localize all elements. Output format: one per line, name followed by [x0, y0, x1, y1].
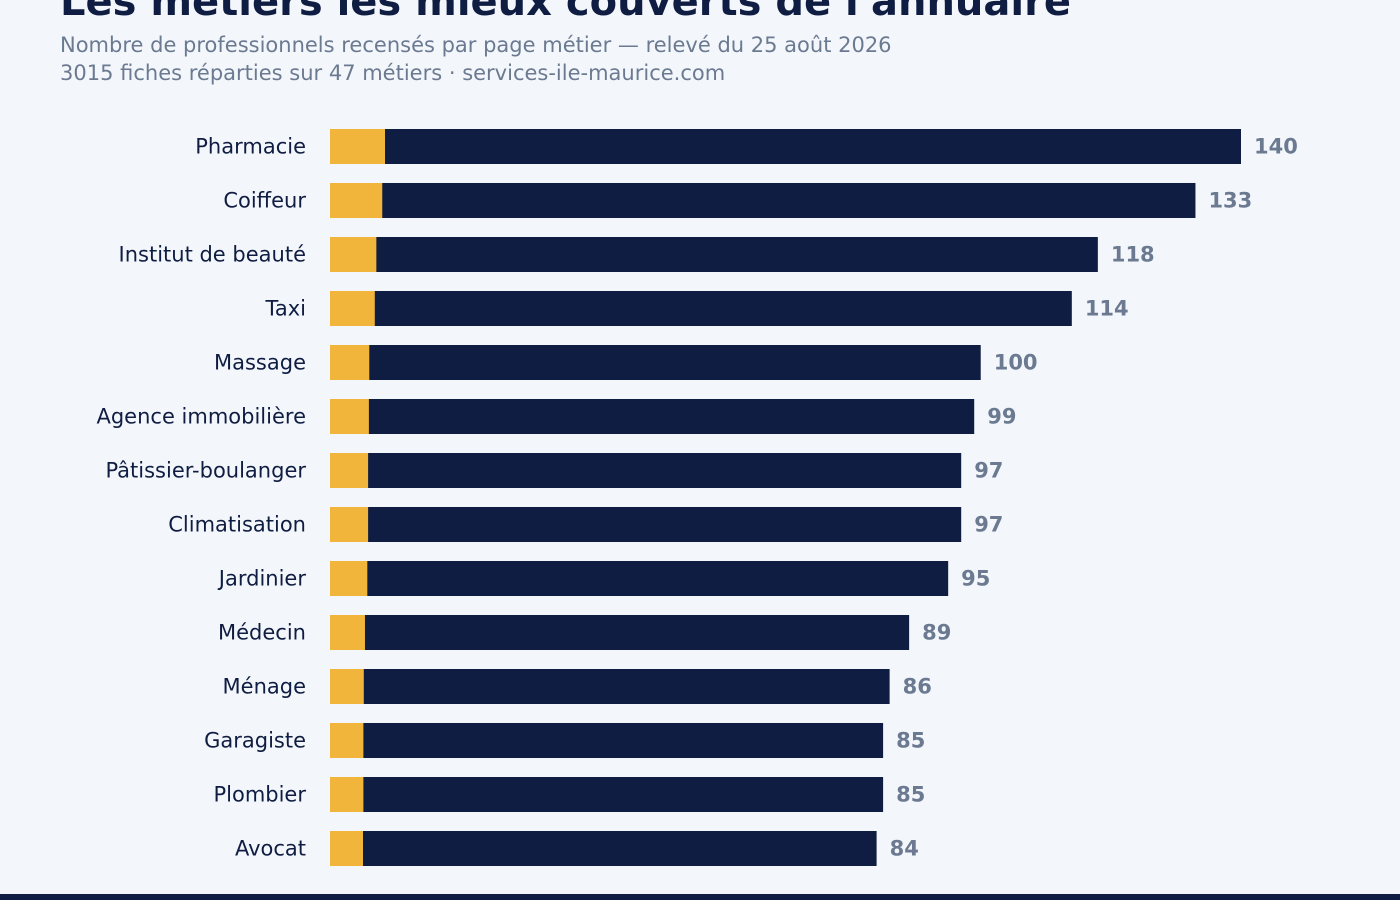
bar-row: Agence immobilière 99: [96, 399, 1016, 434]
category-label: Climatisation: [168, 513, 306, 537]
bar-accent: [330, 399, 369, 434]
value-label: 133: [1208, 189, 1252, 213]
value-label: 118: [1111, 243, 1155, 267]
category-label: Pharmacie: [195, 135, 306, 159]
chart-title: Les métiers les mieux couverts de l'annu…: [60, 0, 1071, 25]
category-label: Garagiste: [204, 729, 306, 753]
bar: [330, 615, 910, 650]
bar: [330, 777, 884, 812]
category-label: Taxi: [265, 297, 306, 321]
category-label: Pâtissier-boulanger: [105, 459, 306, 483]
bar-row: Plombier 85: [213, 777, 925, 812]
bar-accent: [330, 183, 383, 218]
value-label: 84: [890, 837, 919, 861]
bar-accent: [330, 129, 385, 164]
value-label: 85: [896, 783, 925, 807]
category-label: Coiffeur: [223, 189, 306, 213]
bar: [330, 399, 975, 434]
category-label: Avocat: [235, 837, 306, 861]
chart-subtitle-line-1: Nombre de professionnels recensés par pa…: [60, 33, 892, 57]
value-label: 100: [994, 351, 1038, 375]
bar: [330, 831, 877, 866]
bar: [330, 237, 1098, 272]
bar-accent: [330, 453, 369, 488]
value-label: 89: [922, 621, 951, 645]
value-label: 97: [974, 459, 1003, 483]
bar-accent: [330, 345, 370, 380]
bar: [330, 345, 981, 380]
category-label: Institut de beauté: [119, 243, 306, 267]
value-label: 86: [903, 675, 932, 699]
bar-row: Ménage 86: [223, 669, 932, 704]
bar: [330, 291, 1072, 326]
category-label: Agence immobilière: [96, 405, 306, 429]
bar: [330, 129, 1241, 164]
value-label: 97: [974, 513, 1003, 537]
bar-accent: [330, 777, 364, 812]
bar-row: Jardinier 95: [217, 561, 990, 596]
bar-accent: [330, 291, 375, 326]
bar-accent: [330, 723, 364, 758]
value-label: 114: [1085, 297, 1129, 321]
bar-row: Avocat 84: [235, 831, 919, 866]
bar-row: Médecin 89: [218, 615, 951, 650]
bar: [330, 669, 890, 704]
bar-accent: [330, 237, 377, 272]
bar-row: Climatisation 97: [168, 507, 1003, 542]
bar: [330, 453, 962, 488]
bar: [330, 561, 949, 596]
bar-row: Coiffeur 133: [223, 183, 1252, 218]
category-label: Médecin: [218, 621, 306, 645]
bar: [330, 507, 962, 542]
value-label: 99: [987, 405, 1016, 429]
bar-row: Garagiste 85: [204, 723, 925, 758]
bar-row: Institut de beauté 118: [119, 237, 1155, 272]
bar-row: Pâtissier-boulanger 97: [105, 453, 1003, 488]
category-label: Plombier: [213, 783, 306, 807]
chart-subtitle-line-2: 3015 fiches réparties sur 47 métiers · s…: [60, 61, 726, 85]
bar-accent: [330, 831, 363, 866]
value-label: 140: [1254, 135, 1298, 159]
bar-accent: [330, 561, 368, 596]
footer-bar: [0, 894, 1400, 900]
category-label: Jardinier: [217, 567, 307, 591]
bar-row: Massage 100: [214, 345, 1038, 380]
bar-accent: [330, 669, 364, 704]
bar-accent: [330, 615, 365, 650]
category-label: Ménage: [223, 675, 306, 699]
bar: [330, 183, 1196, 218]
bar-row: Taxi 114: [265, 291, 1129, 326]
category-label: Massage: [214, 351, 306, 375]
value-label: 95: [961, 567, 990, 591]
bar: [330, 723, 884, 758]
bar-accent: [330, 507, 369, 542]
bar-row: Pharmacie 140: [195, 129, 1298, 164]
value-label: 85: [896, 729, 925, 753]
